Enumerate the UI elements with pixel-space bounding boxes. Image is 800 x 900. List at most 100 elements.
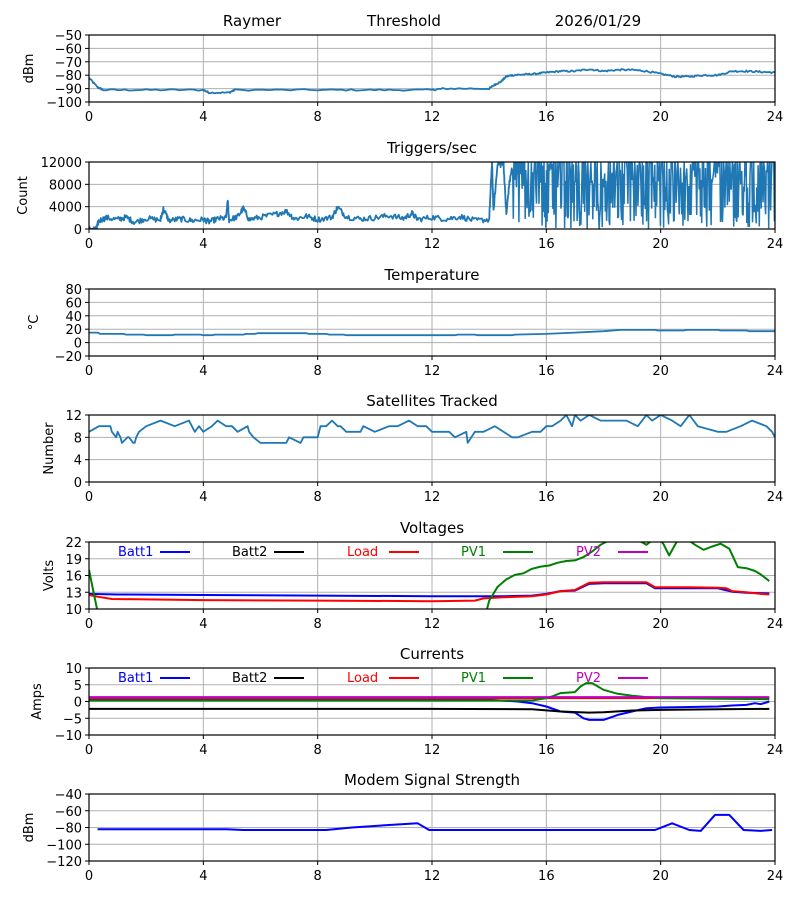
- y-tick-label: 20: [65, 323, 82, 338]
- y-tick-label: 4000: [49, 201, 82, 216]
- x-tick-label: 0: [85, 869, 93, 884]
- series-line-temperature: [89, 328, 775, 337]
- mode-label: Threshold: [366, 12, 441, 30]
- voltages-legend: Batt1 Batt2 Load PV1 PV2: [118, 545, 648, 560]
- y-tick-label: 19: [65, 553, 82, 568]
- y-tick-label: 0: [74, 696, 82, 711]
- series-line-modem: [97, 813, 773, 832]
- panel-signal: 0 4 8 12 16 20 24 −100−90−80−70−60−50 dBm: [22, 29, 783, 125]
- temperature-series: [89, 328, 775, 337]
- legend-label-batt2: Batt2: [232, 545, 267, 560]
- x-tick-label: 20: [652, 237, 669, 252]
- y-tick-label: −50: [55, 29, 82, 44]
- y-tick-label: −100: [46, 96, 82, 111]
- series-line-triggers-dense: [511, 162, 775, 229]
- x-tick-label: 0: [85, 364, 93, 379]
- y-tick-label: −5: [63, 712, 82, 727]
- series-line-satellites: [89, 415, 775, 444]
- panel-satellites: 0 4 8 12 16 20 24 0 4 8 12 Satellites Tracked Number: [42, 392, 783, 505]
- temperature-grid: [88, 288, 776, 357]
- x-tick-label: 24: [767, 617, 784, 632]
- legend-label-pv1: PV1: [461, 671, 486, 686]
- x-tick-label: 12: [424, 743, 441, 758]
- y-tick-label: 16: [65, 570, 82, 585]
- modem-ylabel: dBm: [22, 813, 37, 843]
- x-tick-label: 12: [424, 364, 441, 379]
- x-tick-label: 20: [652, 490, 669, 505]
- y-tick-label: 10: [65, 662, 82, 677]
- triggers-ylabel: Count: [16, 176, 31, 215]
- x-tick-label: 8: [314, 490, 322, 505]
- x-tick-label: 0: [85, 743, 93, 758]
- triggers-title: Triggers/sec: [386, 139, 477, 157]
- satellites-ylabel: Number: [42, 422, 57, 475]
- voltages-ylabel: Volts: [42, 560, 57, 592]
- y-tick-label: −80: [55, 69, 82, 84]
- x-tick-label: 24: [767, 364, 784, 379]
- y-tick-label: 40: [65, 310, 82, 325]
- voltages-series: [89, 542, 770, 609]
- x-tick-label: 8: [314, 743, 322, 758]
- x-tick-label: 24: [767, 743, 784, 758]
- currents-series: [89, 682, 770, 721]
- x-tick-label: 4: [199, 364, 207, 379]
- x-tick-label: 8: [314, 617, 322, 632]
- series-line-pv1: [89, 542, 770, 609]
- y-tick-label: −80: [55, 822, 82, 837]
- x-tick-label: 4: [199, 617, 207, 632]
- panel-triggers: 0 4 8 12 16 20 24 0 4000 8000 12000 Triggers/sec Cou…: [16, 139, 783, 252]
- legend-label-pv2: PV2: [576, 671, 601, 686]
- y-tick-label: 8: [74, 431, 82, 446]
- temperature-ylabel: °C: [27, 315, 42, 331]
- x-tick-label: 0: [85, 490, 93, 505]
- series-line-signal: [89, 68, 775, 95]
- date-label: 2026/01/29: [555, 12, 641, 30]
- x-tick-label: 24: [767, 490, 784, 505]
- y-tick-label: −100: [46, 838, 82, 853]
- y-tick-label: 10: [65, 603, 82, 618]
- x-tick-label: 16: [538, 743, 555, 758]
- y-tick-label: 4: [74, 454, 82, 469]
- x-tick-label: 4: [199, 743, 207, 758]
- signal-ylabel: dBm: [22, 54, 37, 84]
- x-tick-label: 8: [314, 110, 322, 125]
- legend-label-pv2: PV2: [576, 545, 601, 560]
- x-tick-label: 16: [538, 490, 555, 505]
- x-tick-label: 8: [314, 364, 322, 379]
- y-tick-label: 8000: [49, 178, 82, 193]
- x-tick-label: 4: [199, 237, 207, 252]
- y-tick-label: 13: [65, 586, 82, 601]
- y-tick-label: 12000: [41, 156, 82, 171]
- x-tick-label: 12: [424, 237, 441, 252]
- satellites-title: Satellites Tracked: [366, 392, 497, 410]
- x-tick-label: 4: [199, 869, 207, 884]
- y-tick-label: −10: [55, 729, 82, 744]
- y-tick-label: −60: [55, 805, 82, 820]
- series-line-batt1: [89, 698, 770, 721]
- y-tick-label: −70: [55, 56, 82, 71]
- x-tick-label: 16: [538, 237, 555, 252]
- x-tick-label: 20: [652, 617, 669, 632]
- x-tick-label: 0: [85, 110, 93, 125]
- x-tick-label: 0: [85, 617, 93, 632]
- currents-ylabel: Amps: [30, 683, 45, 720]
- y-tick-label: −90: [55, 83, 82, 98]
- legend-label-batt1: Batt1: [118, 671, 153, 686]
- signal-grid: [88, 34, 776, 103]
- y-tick-label: 0: [74, 223, 82, 238]
- x-tick-label: 20: [652, 110, 669, 125]
- legend-label-batt1: Batt1: [118, 545, 153, 560]
- series-line-batt1: [89, 582, 770, 598]
- currents-legend: Batt1 Batt2 Load PV1 PV2: [118, 671, 648, 686]
- x-tick-label: 12: [424, 110, 441, 125]
- legend-label-load: Load: [347, 545, 378, 560]
- y-tick-label: 5: [74, 679, 82, 694]
- x-tick-label: 24: [767, 237, 784, 252]
- legend-label-batt2: Batt2: [232, 671, 267, 686]
- y-tick-label: 12: [65, 409, 82, 424]
- x-tick-label: 12: [424, 869, 441, 884]
- y-tick-label: 0: [74, 337, 82, 352]
- x-tick-label: 16: [538, 869, 555, 884]
- series-line-batt2: [89, 707, 770, 714]
